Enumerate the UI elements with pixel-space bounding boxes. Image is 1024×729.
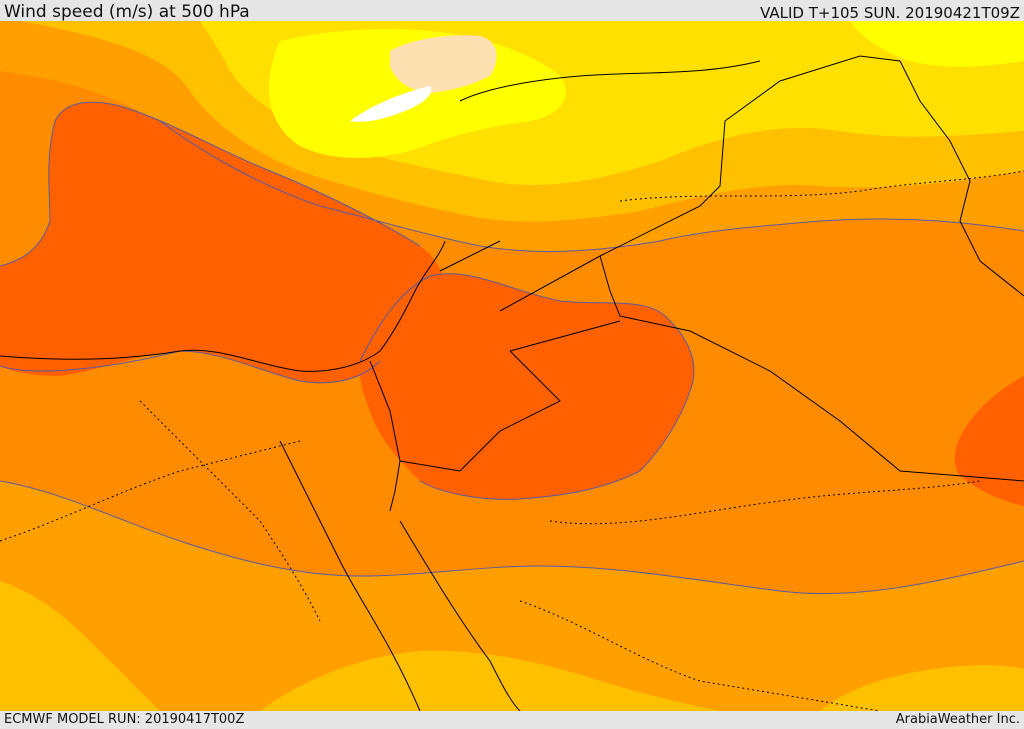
coastline-1 [0, 240, 446, 372]
border-line-2 [599, 255, 1024, 482]
border-line-3 [399, 320, 621, 472]
borders [0, 55, 1024, 711]
admin-line-2 [549, 480, 981, 525]
band-white-core [350, 86, 432, 122]
band-red-orange-jet-center [359, 273, 694, 500]
band-red-orange-jet-east [954, 376, 1024, 506]
border-line-4 [369, 360, 401, 512]
coastline-4 [439, 60, 761, 272]
band-lightest-core [390, 35, 497, 93]
admin-line-5 [139, 400, 321, 622]
band-orange-south [0, 481, 1024, 711]
contour-line-1 [0, 101, 421, 267]
valid-time-label: VALID T+105 SUN. 20190421T09Z [760, 4, 1020, 22]
admin-boundaries [0, 170, 1024, 711]
wind-contours [0, 101, 1024, 595]
border-line-1 [499, 55, 1024, 312]
contour-line-5 [159, 120, 1024, 252]
credit-label: ArabiaWeather Inc. [895, 712, 1020, 727]
contour-line-2 [0, 350, 381, 384]
band-amber-south [260, 650, 720, 711]
band-amber-southwest [0, 581, 160, 711]
footer-bar: ECMWF MODEL RUN: 20190417T00Z ArabiaWeat… [0, 711, 1024, 729]
admin-line-1 [0, 440, 301, 542]
header-bar: Wind speed (m/s) at 500 hPa VALID T+105 … [0, 0, 1024, 22]
band-red-orange-jet-west [0, 102, 444, 383]
coastline-3 [399, 520, 521, 711]
band-amber-southeast [820, 665, 1024, 711]
model-run-label: ECMWF MODEL RUN: 20190417T00Z [4, 712, 245, 727]
contour-line-3 [359, 273, 695, 500]
band-yellow-northeast [850, 21, 1024, 67]
map-title: Wind speed (m/s) at 500 hPa [4, 2, 250, 22]
wind-speed-map [0, 21, 1024, 711]
admin-line-3 [519, 600, 881, 711]
coastline-2 [279, 440, 421, 711]
contour-line-4 [0, 480, 1024, 595]
wind-speed-map-svg [0, 21, 1024, 711]
